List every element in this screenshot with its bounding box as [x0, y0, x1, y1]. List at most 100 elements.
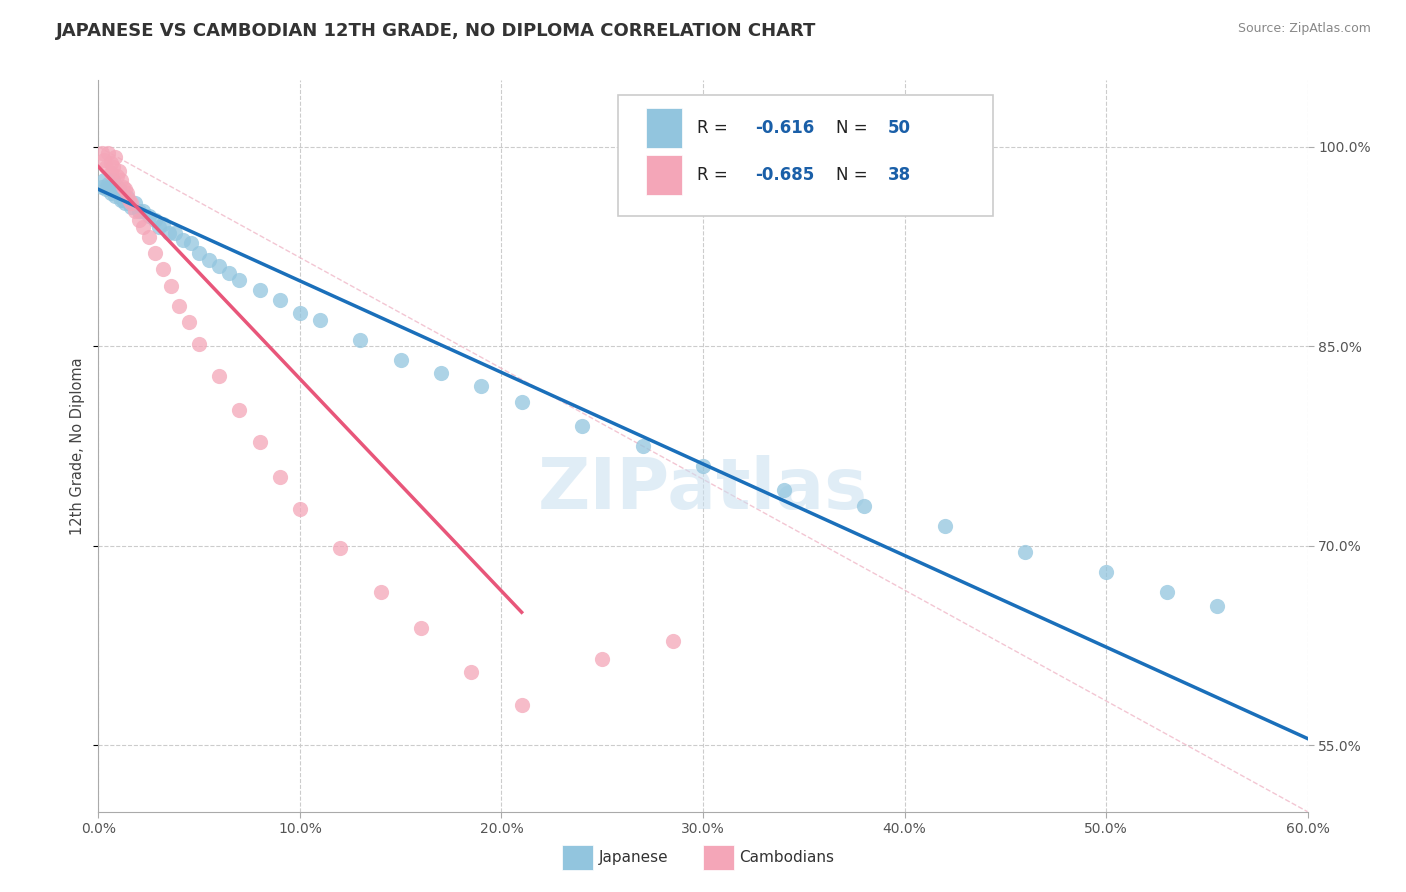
Text: ZIPatlas: ZIPatlas: [538, 456, 868, 524]
Point: [470, 379, 492, 393]
Point: [132, 203, 155, 218]
Point: [110, 173, 132, 187]
Text: Cambodians: Cambodians: [740, 850, 835, 864]
Point: [115, 186, 138, 201]
Point: [349, 333, 371, 347]
Point: [138, 230, 160, 244]
Point: [107, 163, 129, 178]
Point: [143, 213, 166, 227]
Point: [93, 173, 115, 187]
Point: [148, 219, 170, 234]
Point: [631, 439, 654, 453]
Point: [110, 193, 132, 207]
Text: -0.685: -0.685: [755, 167, 814, 185]
Point: [460, 665, 482, 679]
Point: [101, 160, 124, 174]
Bar: [647, 155, 682, 195]
Point: [124, 195, 146, 210]
Point: [100, 186, 122, 201]
Point: [329, 541, 352, 556]
Point: [143, 246, 166, 260]
Text: -0.616: -0.616: [755, 119, 814, 136]
Point: [188, 246, 211, 260]
Point: [111, 193, 134, 207]
Point: [120, 200, 142, 214]
Point: [100, 166, 122, 180]
Point: [188, 336, 211, 351]
Point: [409, 621, 432, 635]
Text: Japanese: Japanese: [599, 850, 669, 864]
Point: [96, 160, 118, 174]
Point: [269, 293, 291, 307]
Point: [370, 585, 392, 599]
Point: [107, 182, 129, 196]
Point: [115, 190, 138, 204]
Bar: [647, 108, 682, 148]
Point: [228, 403, 250, 417]
Text: R =: R =: [697, 119, 733, 136]
Point: [1014, 545, 1036, 559]
Point: [124, 203, 146, 218]
FancyBboxPatch shape: [619, 95, 993, 216]
Point: [114, 182, 136, 196]
Point: [288, 501, 311, 516]
Point: [430, 366, 453, 380]
Text: 38: 38: [889, 167, 911, 185]
Point: [228, 273, 250, 287]
Point: [128, 203, 150, 218]
Point: [128, 213, 150, 227]
Point: [100, 155, 122, 169]
Point: [105, 169, 128, 183]
Point: [180, 235, 202, 250]
Text: JAPANESE VS CAMBODIAN 12TH GRADE, NO DIPLOMA CORRELATION CHART: JAPANESE VS CAMBODIAN 12TH GRADE, NO DIP…: [56, 22, 817, 40]
Point: [111, 179, 134, 194]
Point: [91, 146, 114, 161]
Point: [101, 173, 124, 187]
Point: [208, 260, 231, 274]
Point: [132, 219, 155, 234]
Point: [163, 226, 186, 240]
Point: [772, 483, 794, 497]
Point: [114, 195, 136, 210]
Point: [105, 179, 128, 194]
Point: [96, 182, 118, 196]
Point: [93, 153, 115, 167]
Text: N =: N =: [837, 119, 873, 136]
Point: [208, 368, 231, 383]
Text: R =: R =: [697, 167, 733, 185]
Point: [91, 179, 114, 194]
Point: [510, 395, 533, 409]
Point: [661, 634, 683, 648]
Point: [389, 352, 412, 367]
Point: [167, 299, 190, 313]
Point: [118, 193, 141, 207]
Point: [198, 252, 221, 267]
Point: [157, 226, 180, 240]
Point: [249, 284, 271, 298]
Point: [934, 518, 956, 533]
Point: [103, 150, 125, 164]
Point: [97, 146, 120, 161]
Point: [97, 177, 120, 191]
Point: [249, 435, 271, 450]
Point: [853, 499, 876, 513]
Point: [591, 652, 613, 666]
Point: [179, 315, 201, 329]
Point: [1095, 566, 1118, 580]
Point: [571, 419, 593, 434]
Point: [160, 279, 183, 293]
Point: [138, 209, 160, 223]
Text: N =: N =: [837, 167, 873, 185]
Point: [152, 217, 174, 231]
Y-axis label: 12th Grade, No Diploma: 12th Grade, No Diploma: [70, 357, 86, 535]
Point: [1206, 599, 1229, 613]
Point: [103, 189, 125, 203]
Point: [118, 195, 141, 210]
Point: [309, 312, 332, 326]
Point: [692, 458, 714, 473]
Point: [288, 306, 311, 320]
Point: [120, 195, 142, 210]
Point: [172, 233, 194, 247]
Point: [1156, 585, 1178, 599]
Point: [510, 698, 533, 713]
